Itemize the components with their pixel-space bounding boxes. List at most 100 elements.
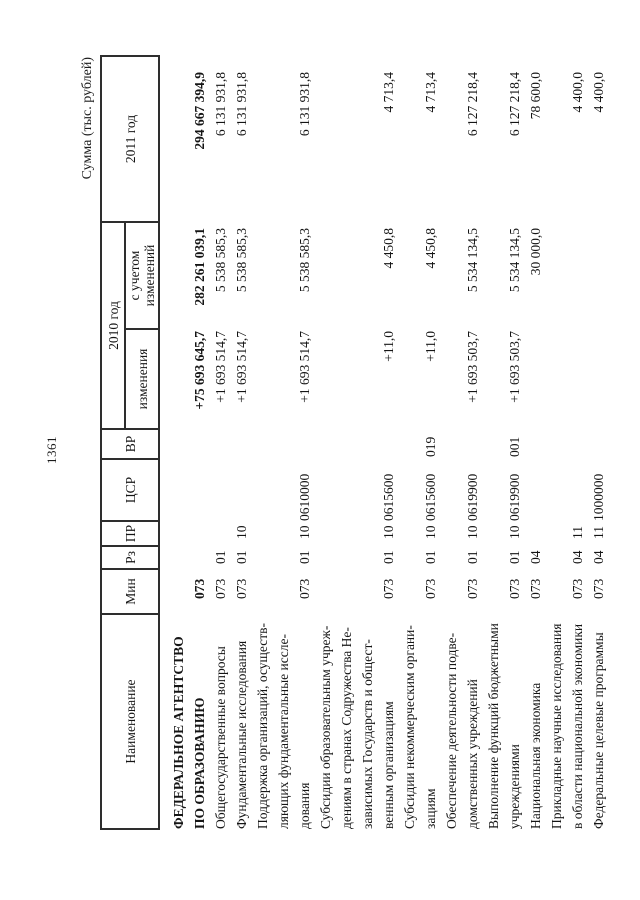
table-row: Выполнение функций бюджетными учреждения… bbox=[483, 56, 525, 829]
cell-izm bbox=[546, 329, 588, 429]
units-label: Сумма (тыс. рублей) bbox=[80, 57, 95, 180]
cell-izm: +11,0 bbox=[423, 331, 438, 362]
table-row: Прикладные научные исследования в област… bbox=[546, 56, 588, 829]
column-header-name: Наименование bbox=[101, 614, 159, 829]
cell-y2011: 6 131 931,8 bbox=[297, 72, 312, 137]
cell-y2011: 78 600,0 bbox=[528, 72, 543, 120]
cell-y2011: 4 400,0 bbox=[570, 72, 585, 113]
cell-pr: 10 bbox=[297, 525, 312, 540]
column-header-2011: 2011 год bbox=[101, 56, 159, 222]
cell-vr bbox=[315, 429, 399, 459]
cell-pr bbox=[159, 521, 210, 546]
table-body: ФЕДЕРАЛЬНОЕ АГЕНТСТВО ПО ОБРАЗОВАНИЮ 073 +… bbox=[159, 56, 609, 829]
cell-min: 073 bbox=[591, 578, 606, 599]
cell-y2011: 6 131 931,8 bbox=[234, 72, 249, 137]
cell-min: 073 bbox=[570, 578, 585, 599]
cell-rz: 04 bbox=[528, 550, 543, 565]
cell-rz: 01 bbox=[213, 550, 228, 565]
cell-csr: 0610000 bbox=[297, 473, 312, 521]
cell-uchet: 5 538 585,3 bbox=[234, 228, 249, 293]
cell-name: ФЕДЕРАЛЬНОЕ АГЕНТСТВО ПО ОБРАЗОВАНИЮ bbox=[171, 636, 207, 829]
cell-y2011: 6 131 931,8 bbox=[213, 72, 228, 137]
cell-izm: +1 693 503,7 bbox=[465, 331, 480, 403]
cell-csr: 0619900 bbox=[465, 473, 480, 521]
cell-uchet: 4 450,8 bbox=[423, 228, 438, 269]
cell-pr: 11 bbox=[591, 526, 606, 539]
cell-name: Обеспечение деятельности подве- домствен… bbox=[444, 632, 480, 829]
cell-name: Выполнение функций бюджетными учреждения… bbox=[486, 623, 522, 829]
table-row: Субсидии образовательным учреж- дениям в… bbox=[315, 56, 399, 829]
cell-min: 073 bbox=[507, 578, 522, 599]
budget-table: Наименование Мин Рз ПР ЦСР ВР 2010 год 2… bbox=[100, 55, 609, 830]
cell-izm: +1 693 503,7 bbox=[507, 331, 522, 403]
cell-pr: 10 bbox=[465, 525, 480, 540]
cell-vr bbox=[231, 429, 252, 459]
cell-csr bbox=[159, 459, 210, 521]
cell-min: 073 bbox=[297, 578, 312, 599]
cell-izm: +75 693 645,7 bbox=[192, 331, 207, 410]
cell-pr: 10 bbox=[381, 525, 396, 540]
cell-name: Национальная экономика bbox=[528, 682, 543, 829]
cell-izm bbox=[525, 329, 546, 429]
cell-rz: 04 bbox=[570, 550, 585, 565]
cell-pr: 10 bbox=[234, 525, 249, 540]
cell-name: Федеральные целевые программы bbox=[591, 632, 606, 829]
cell-uchet: 5 538 585,3 bbox=[297, 228, 312, 293]
column-header-izmeneniya: изменения bbox=[125, 329, 159, 429]
cell-uchet bbox=[588, 222, 609, 329]
cell-pr: 10 bbox=[507, 525, 522, 540]
cell-uchet bbox=[546, 222, 588, 329]
column-header-pr: ПР bbox=[101, 521, 159, 546]
column-header-s-uchetom: с учетом изменений bbox=[125, 222, 159, 329]
cell-vr bbox=[546, 429, 588, 459]
cell-vr bbox=[159, 429, 210, 459]
cell-csr: 0615600 bbox=[381, 473, 396, 521]
cell-rz: 01 bbox=[297, 550, 312, 565]
cell-vr: 019 bbox=[423, 436, 438, 457]
cell-uchet: 282 261 039,1 bbox=[192, 228, 207, 306]
cell-name: Субсидии образовательным учреж- дениям в… bbox=[318, 625, 396, 829]
cell-y2011: 4 713,4 bbox=[423, 72, 438, 113]
column-header-min: Мин bbox=[101, 569, 159, 614]
cell-vr bbox=[525, 429, 546, 459]
cell-rz: 01 bbox=[507, 550, 522, 565]
cell-rz: 04 bbox=[591, 550, 606, 565]
cell-min: 073 bbox=[528, 578, 543, 599]
cell-izm: +1 693 514,7 bbox=[234, 331, 249, 403]
cell-csr: 1000000 bbox=[591, 473, 606, 521]
cell-y2011: 6 127 218,4 bbox=[507, 72, 522, 137]
cell-pr: 11 bbox=[570, 526, 585, 539]
cell-rz: 01 bbox=[423, 550, 438, 565]
table-row: Национальная экономика 073 04 30 000,0 78 60… bbox=[525, 56, 546, 829]
cell-csr bbox=[546, 459, 588, 521]
page-number: 1361 bbox=[44, 436, 59, 464]
cell-min: 073 bbox=[381, 578, 396, 599]
cell-y2011: 4 400,0 bbox=[591, 72, 606, 113]
cell-y2011: 6 127 218,4 bbox=[465, 72, 480, 137]
cell-rz: 01 bbox=[234, 550, 249, 565]
cell-uchet: 5 538 585,3 bbox=[213, 228, 228, 293]
table-row: Обеспечение деятельности подве- домствен… bbox=[441, 56, 483, 829]
table-row: Фундаментальные исследования 073 01 10 +1 69… bbox=[231, 56, 252, 829]
cell-pr: 10 bbox=[423, 525, 438, 540]
cell-y2011: 294 667 394,9 bbox=[192, 72, 207, 150]
cell-min: 073 bbox=[234, 578, 249, 599]
table-row: ФЕДЕРАЛЬНОЕ АГЕНТСТВО ПО ОБРАЗОВАНИЮ 073 +… bbox=[159, 56, 210, 829]
table-row: Федеральные целевые программы 073 04 11 1000… bbox=[588, 56, 609, 829]
cell-pr bbox=[525, 521, 546, 546]
cell-csr bbox=[210, 459, 231, 521]
cell-name: Субсидии некоммерческим органи- зациям bbox=[402, 625, 438, 829]
cell-izm bbox=[588, 329, 609, 429]
cell-vr: 001 bbox=[507, 436, 522, 457]
cell-y2011: 4 713,4 bbox=[381, 72, 396, 113]
cell-pr bbox=[210, 521, 231, 546]
cell-name: Общегосударственные вопросы bbox=[213, 646, 228, 829]
table-row: Поддержка организаций, осуществ- ляющих … bbox=[252, 56, 315, 829]
cell-uchet: 5 534 134,5 bbox=[465, 228, 480, 293]
cell-name: Поддержка организаций, осуществ- ляющих … bbox=[255, 622, 312, 829]
cell-min: 073 bbox=[465, 578, 480, 599]
cell-min: 073 bbox=[213, 578, 228, 599]
cell-name: Прикладные научные исследования в област… bbox=[549, 623, 585, 830]
